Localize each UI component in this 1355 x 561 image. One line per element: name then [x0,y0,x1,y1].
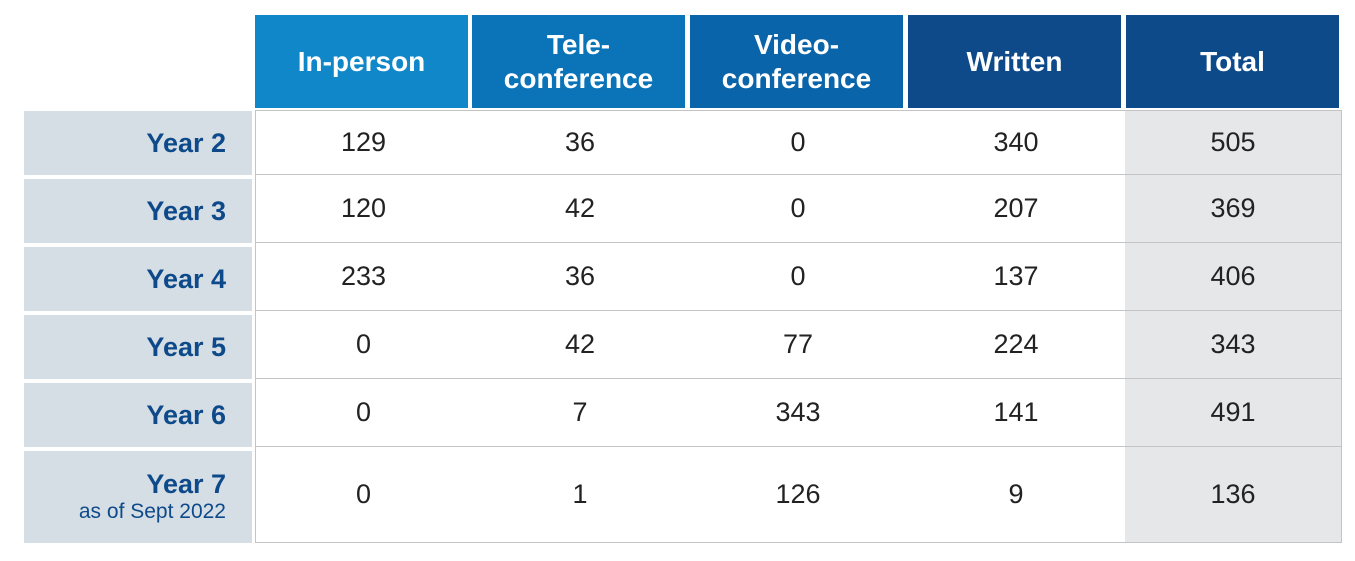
data-cell: 36 [471,110,690,175]
data-cell: 0 [689,243,908,311]
data-cell: 224 [907,311,1126,379]
data-cell: 1 [471,447,690,543]
data-cell: 7 [471,379,690,447]
row-label: Year 5 [24,315,252,379]
data-cell: 406 [1125,243,1342,311]
header-line: conference [721,62,872,94]
column-header: In-person [255,15,468,108]
data-cell: 42 [471,311,690,379]
data-cell: 491 [1125,379,1342,447]
data-cell: 0 [255,447,472,543]
row-title: Year 3 [146,196,226,226]
row-title: Year 4 [146,264,226,294]
data-cell: 369 [1125,175,1342,243]
data-cell: 343 [689,379,908,447]
column-header: Video-conference [690,15,903,108]
header-line: In-person [297,45,426,77]
data-cell: 36 [471,243,690,311]
column-header: Written [908,15,1121,108]
header-line: Total [1200,45,1265,77]
data-cell: 9 [907,447,1126,543]
row-label: Year 3 [24,179,252,243]
data-cell: 207 [907,175,1126,243]
data-cell: 505 [1125,110,1342,175]
data-cell: 120 [255,175,472,243]
data-cell: 0 [689,110,908,175]
header-line: Written [966,45,1063,77]
row-title: Year 5 [146,332,226,362]
data-cell: 233 [255,243,472,311]
data-cell: 0 [689,175,908,243]
row-label: Year 7 as of Sept 2022 [24,451,252,543]
header-line: Tele- [546,28,611,60]
data-cell: 141 [907,379,1126,447]
header-line: conference [503,62,654,94]
data-cell: 77 [689,311,908,379]
data-cell: 137 [907,243,1126,311]
column-header: Total [1126,15,1339,108]
data-cell: 129 [255,110,472,175]
row-label: Year 4 [24,247,252,311]
data-cell: 0 [255,379,472,447]
row-label: Year 6 [24,383,252,447]
row-note: as of Sept 2022 [78,500,226,523]
data-cell: 343 [1125,311,1342,379]
data-cell: 42 [471,175,690,243]
data-cell: 126 [689,447,908,543]
data-cell: 0 [255,311,472,379]
row-title: Year 2 [146,128,226,158]
data-cell: 340 [907,110,1126,175]
row-title: Year 7 [146,469,226,499]
header-line: Video- [753,28,840,60]
row-title: Year 6 [146,400,226,430]
data-cell: 136 [1125,447,1342,543]
column-header: Tele-conference [472,15,685,108]
row-label: Year 2 [24,111,252,175]
